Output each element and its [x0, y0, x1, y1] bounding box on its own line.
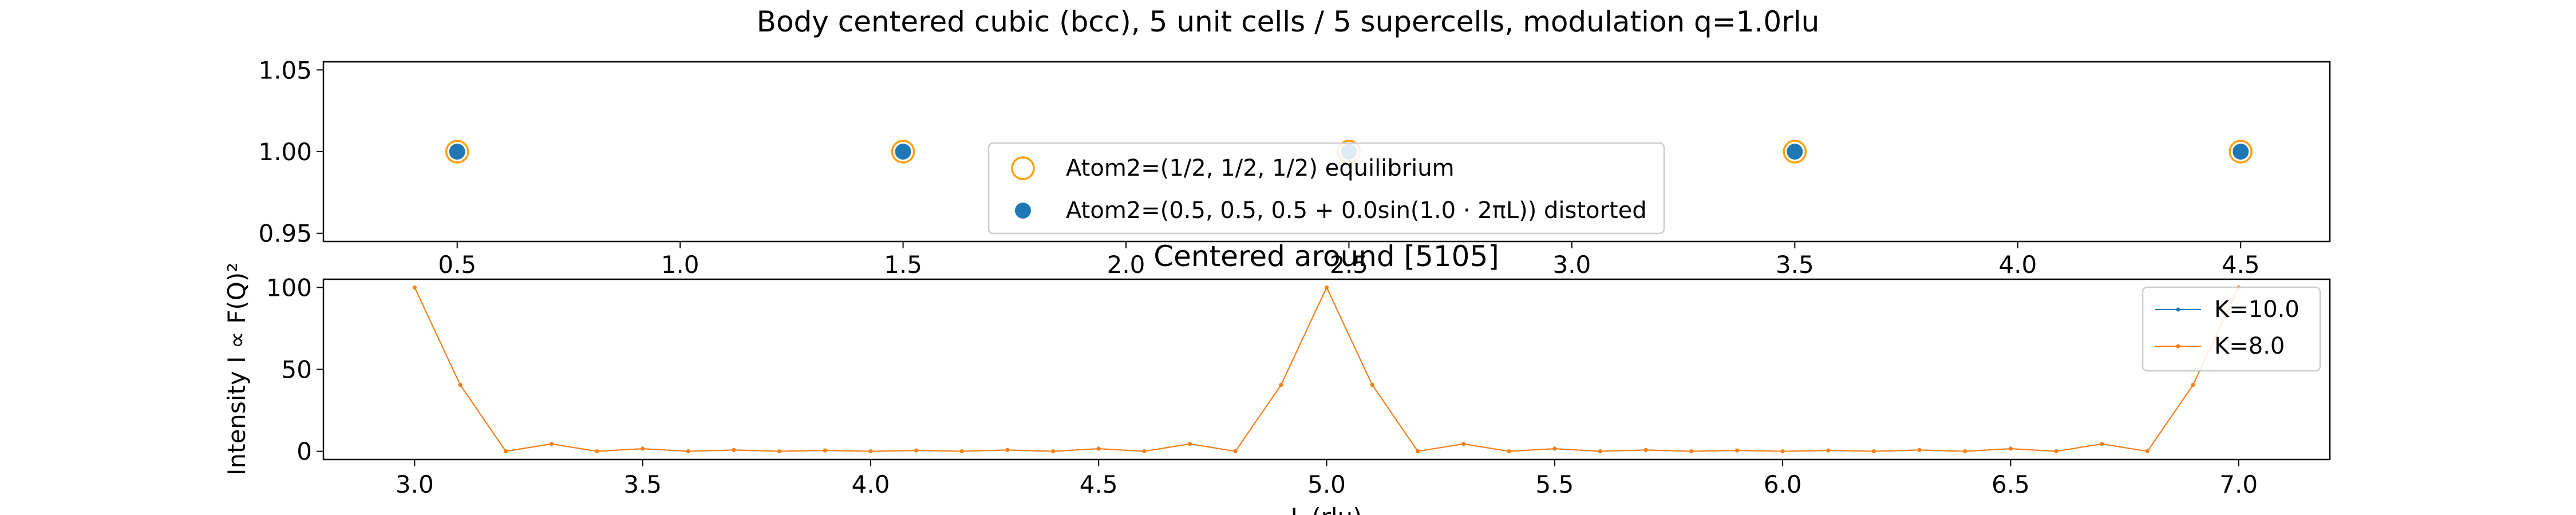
series-1-point [2145, 449, 2150, 454]
bottom-x-tick-label: 3.0 [396, 470, 434, 498]
top-x-tick-label: 3.0 [1552, 251, 1591, 279]
series-1-point [1507, 449, 1511, 454]
bottom-x-axis-label: L (rlu) [1290, 503, 1362, 515]
series-1-point [458, 383, 463, 387]
bottom-x-tick-label: 7.0 [2219, 470, 2258, 498]
series-1-point [549, 442, 554, 446]
top-legend: Atom2=(1/2, 1/2, 1/2) equilibrium Atom2=… [987, 142, 1665, 235]
bottom-x-tick-label: 6.0 [1764, 470, 1802, 498]
legend-distorted-label: Atom2=(0.5, 0.5, 0.5 + 0.0sin(1.0 · 2πL)… [1066, 197, 1647, 224]
legend-k8-label: K=8.0 [2214, 333, 2285, 359]
series-1-point [1005, 447, 1010, 452]
bottom-plot-frame [322, 278, 2331, 461]
equilibrium-atom-point [891, 140, 915, 164]
bottom-y-tick-label: 0 [297, 438, 312, 466]
top-x-tick-label: 1.5 [884, 251, 922, 279]
top-x-tick-label: 2.0 [1107, 251, 1145, 279]
figure-title: Body centered cubic (bcc), 5 unit cells … [757, 5, 1820, 38]
series-1-point [1461, 442, 1465, 446]
series-1-point [1963, 449, 1967, 454]
equilibrium-atom-point [1783, 140, 1807, 164]
equilibrium-atom-point [445, 140, 469, 164]
series-1-point [2054, 449, 2059, 454]
series-1-point [1325, 285, 1329, 290]
series-1-point [868, 449, 873, 454]
series-1-point [1871, 449, 1876, 454]
top-y-tick-label: 1.05 [258, 56, 312, 84]
series-1-point [1279, 383, 1283, 387]
legend-k8-point [2176, 344, 2180, 348]
bottom-panel: 0 50 100 3.0 3.5 4.0 4.5 5.0 5.5 6.0 6.5 7.0 [266, 274, 2331, 498]
series-1-point [1188, 442, 1192, 446]
top-x-tick-label: 4.5 [2222, 251, 2260, 279]
legend-equilibrium-marker [1011, 156, 1035, 180]
series-1-point [2008, 446, 2013, 451]
top-x-tick-label: 0.5 [438, 251, 476, 279]
top-x-tick-label: 4.0 [1998, 251, 2037, 279]
bottom-legend-box [2142, 286, 2321, 372]
series-1-point [2191, 383, 2195, 387]
series-1-point [1826, 448, 1831, 453]
series-1-point [1416, 449, 1420, 454]
legend-k10-point [2176, 307, 2180, 312]
bottom-y-tick-label: 50 [282, 356, 312, 384]
series-1-point [732, 447, 736, 452]
series-1-point [1142, 449, 1147, 454]
series-1-point [1370, 383, 1374, 387]
top-x-tick-label: 2.5 [1330, 251, 1368, 279]
series-1-point [641, 446, 645, 451]
series-1-point [1780, 449, 1785, 454]
bottom-x-tick-label: 6.5 [1992, 470, 2030, 498]
series-line-0 [414, 287, 2239, 452]
bottom-legend: K=10.0 K=8.0 [2142, 286, 2321, 372]
series-1-point [1917, 447, 1922, 452]
series-1-point [412, 285, 417, 290]
series-1-point [2100, 442, 2104, 446]
bottom-y-axis-label: Intensity I ∝ F(Q)² [223, 263, 251, 476]
top-legend-box [987, 142, 1665, 235]
top-y-tick-label: 1.00 [258, 138, 312, 166]
bottom-x-tick-label: 3.5 [623, 470, 662, 498]
distorted-atom-point [2233, 144, 2249, 160]
top-x-tick-label: 1.0 [661, 251, 700, 279]
series-1-point [1552, 446, 1557, 451]
legend-equilibrium-label: Atom2=(1/2, 1/2, 1/2) equilibrium [1066, 155, 1455, 181]
distorted-atom-point [449, 144, 465, 160]
bottom-y-tick-label: 100 [266, 274, 312, 302]
series-1-point [777, 449, 782, 454]
distorted-atom-point [1787, 144, 1803, 160]
bottom-x-tick-label: 4.0 [852, 470, 890, 498]
series-1-point [1643, 447, 1648, 452]
top-x-tick-label: 3.5 [1776, 251, 1814, 279]
series-1-point [1735, 448, 1739, 453]
series-1-point [1096, 446, 1101, 451]
bottom-panel-title: Centered around [5105] [1153, 240, 1499, 273]
series-1-point [686, 449, 690, 454]
series-1-point [959, 449, 964, 454]
series-1-point [1689, 449, 1694, 454]
series-1-point [914, 448, 919, 453]
series-1-point [1598, 449, 1602, 454]
bottom-x-tick-label: 4.5 [1080, 470, 1118, 498]
equilibrium-atom-point [2229, 140, 2253, 164]
series-1-point [504, 449, 508, 454]
series-1-point [1051, 449, 1056, 454]
series-line-1 [414, 287, 2239, 452]
distorted-atom-point [895, 144, 911, 160]
legend-distorted-marker [1015, 203, 1031, 219]
series-1-point [823, 448, 827, 453]
series-1-point [595, 449, 599, 454]
legend-k10-label: K=10.0 [2214, 296, 2300, 323]
series-1-point [1233, 449, 1238, 454]
bottom-x-tick-label: 5.0 [1307, 470, 1346, 498]
top-y-tick-label: 0.95 [258, 220, 312, 248]
bottom-x-tick-label: 5.5 [1535, 470, 1574, 498]
